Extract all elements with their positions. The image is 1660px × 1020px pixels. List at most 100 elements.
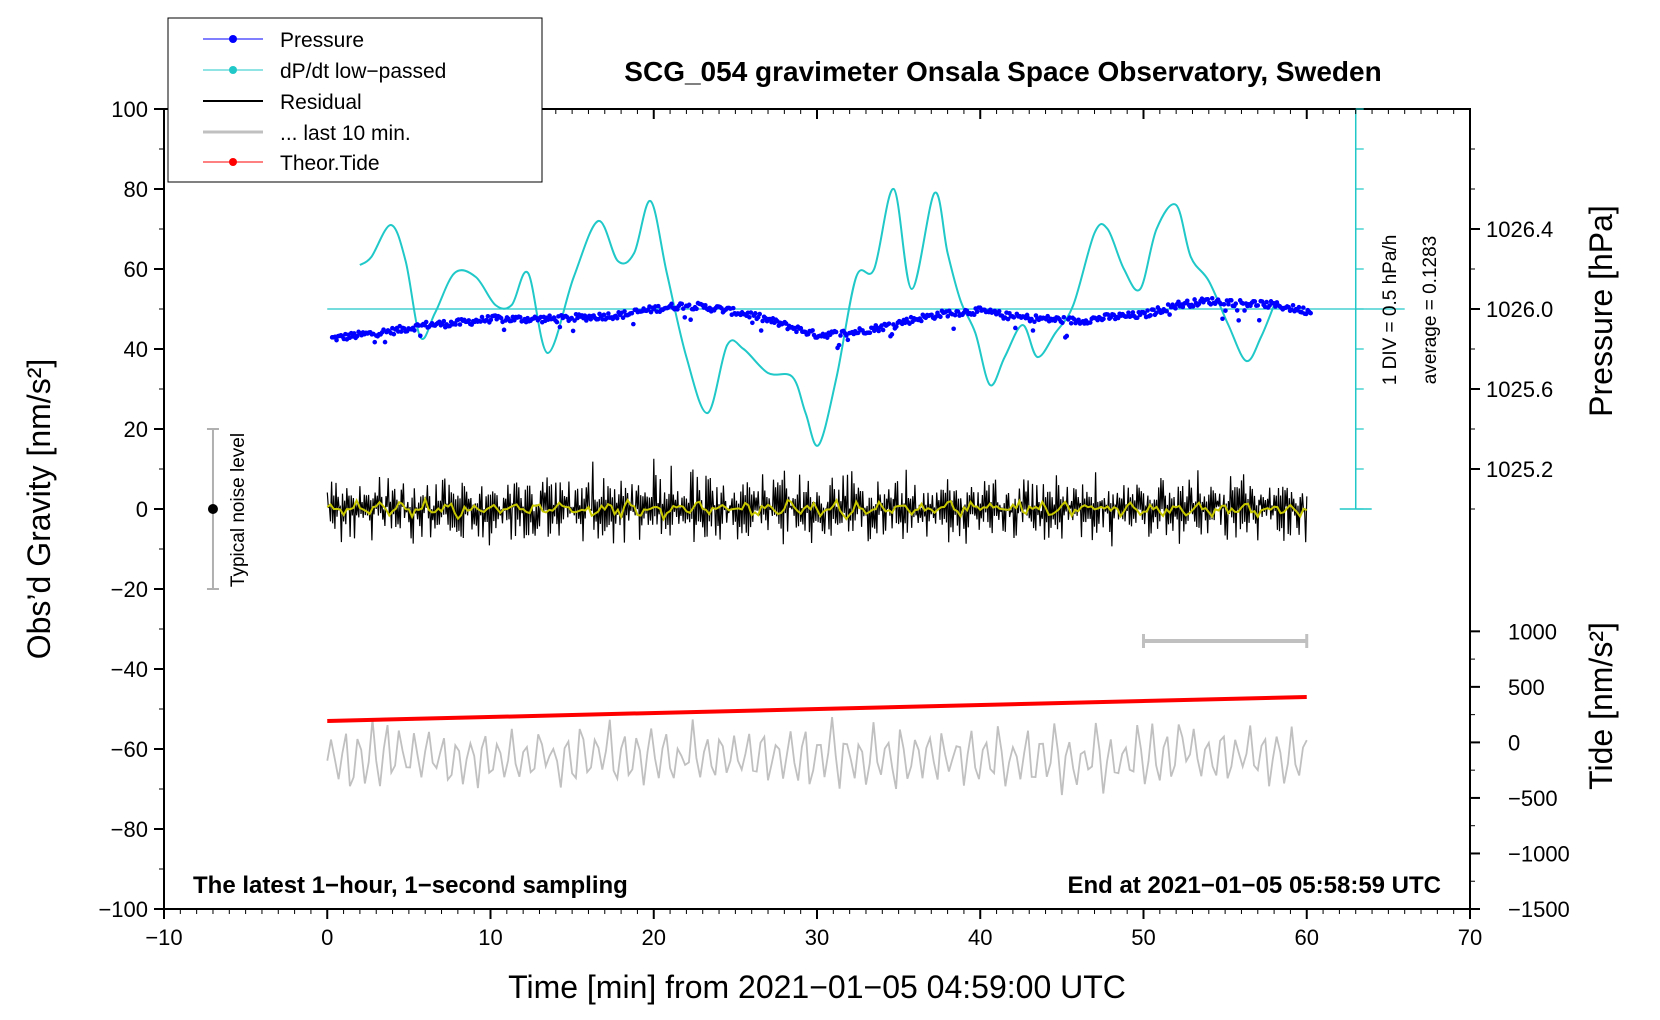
pressure-point xyxy=(1024,312,1030,318)
legend-item-dpdt: dP/dt low−passed xyxy=(203,60,446,83)
pressure-point xyxy=(498,315,504,321)
x-tick-label: 0 xyxy=(321,925,333,950)
pressure-point xyxy=(1173,306,1178,311)
pressure-point xyxy=(886,321,892,326)
pressure-point xyxy=(1236,318,1241,323)
pressure-point xyxy=(453,322,458,327)
pressure-point xyxy=(876,328,882,334)
pressure-point xyxy=(354,333,360,339)
pressure-point xyxy=(836,342,842,348)
pressure-point xyxy=(680,306,686,311)
pressure-point xyxy=(1029,316,1034,322)
y-left-tick-label: 0 xyxy=(136,497,148,522)
pressure-point xyxy=(1229,298,1234,303)
pressure-point xyxy=(441,318,447,324)
pressure-point xyxy=(855,330,861,336)
pressure-point xyxy=(606,311,611,316)
y-left-tick-label: −100 xyxy=(98,897,148,922)
tide-axis-title: Tide [nm/s²] xyxy=(1583,622,1619,790)
residual-line xyxy=(326,458,1308,547)
noise-level-bar xyxy=(206,428,219,590)
pressure-point xyxy=(730,305,736,311)
pressure-point xyxy=(694,306,699,312)
y-left-tick-label: 20 xyxy=(124,417,148,442)
pressure-point xyxy=(1101,316,1106,322)
pressure-axis-title: Pressure [hPa] xyxy=(1583,205,1619,417)
y-axis-left-title: Obs’d Gravity [nm/s²] xyxy=(21,359,57,660)
ten-minute-bar xyxy=(1142,634,1309,648)
pressure-point xyxy=(412,328,417,333)
residual-series xyxy=(326,458,1308,547)
y-left-tick-label: −20 xyxy=(111,577,148,602)
pressure-point xyxy=(457,322,463,327)
x-tick-label: 70 xyxy=(1458,925,1482,950)
pressure-point xyxy=(1011,315,1017,320)
pressure-tick-label: 1025.2 xyxy=(1486,457,1553,482)
x-tick-label: 30 xyxy=(805,925,829,950)
pressure-point xyxy=(675,307,680,312)
pressure-point xyxy=(872,328,877,334)
pressure-point xyxy=(1234,308,1240,313)
pressure-point xyxy=(1164,308,1169,314)
pressure-point xyxy=(1045,313,1050,319)
pressure-point xyxy=(488,317,494,323)
pressure-point xyxy=(1221,302,1227,307)
tide-tick-label: 1000 xyxy=(1508,619,1557,644)
pressure-point xyxy=(1013,325,1018,331)
y-left-tick-label: −40 xyxy=(111,657,148,682)
legend-item-tide: Theor.Tide xyxy=(203,152,380,175)
pressure-point xyxy=(1148,313,1153,318)
annotation-sampling: The latest 1−hour, 1−second sampling xyxy=(193,872,628,899)
y-left-tick-label: 80 xyxy=(124,177,148,202)
pressure-point xyxy=(656,303,661,309)
pressure-tick-label: 1026.4 xyxy=(1486,217,1553,242)
pressure-point xyxy=(955,309,961,314)
tide-line xyxy=(327,695,1307,723)
pressure-point xyxy=(824,335,830,340)
pressure-point xyxy=(1192,297,1197,302)
chart-title: SCG_054 gravimeter Onsala Space Observat… xyxy=(624,56,1381,87)
pressure-point xyxy=(1296,304,1302,310)
pressure-point xyxy=(919,318,924,324)
pressure-point xyxy=(1167,312,1172,317)
y-left-tick-label: 100 xyxy=(111,97,148,122)
dpdt-series xyxy=(359,187,1276,447)
pressure-point xyxy=(758,328,764,333)
pressure-point xyxy=(679,301,685,307)
pressure-point xyxy=(1308,310,1313,316)
y-axis-left-ticks: 100 80 60 40 20 0 −20 −40 −60 −80 −100 xyxy=(98,97,164,922)
pressure-point xyxy=(1223,308,1228,313)
legend-label-dpdt: dP/dt low−passed xyxy=(280,60,446,83)
pressure-point xyxy=(1105,312,1111,317)
pressure-point xyxy=(1030,328,1036,333)
legend: Pressure dP/dt low−passed Residual ... l… xyxy=(167,17,543,183)
pressure-tick-label: 1026.0 xyxy=(1486,297,1553,322)
pressure-point xyxy=(757,311,762,317)
legend-label-pressure: Pressure xyxy=(280,29,364,52)
pressure-point xyxy=(1190,304,1196,309)
noise-bar-center xyxy=(207,504,218,514)
pressure-point xyxy=(1060,320,1065,326)
pressure-point xyxy=(485,313,491,319)
pressure-point xyxy=(1220,316,1225,322)
legend-marker-dpdt xyxy=(229,66,237,74)
annotation-average: average = 0.1283 xyxy=(1420,236,1441,384)
pressure-point xyxy=(1226,301,1231,307)
pressure-axis-ticks: 1026.4 1026.0 1025.6 1025.2 xyxy=(1470,148,1553,510)
pressure-point xyxy=(1301,305,1306,310)
pressure-point xyxy=(1264,299,1269,305)
pressure-point xyxy=(971,312,977,318)
pressure-point xyxy=(1184,298,1190,304)
pressure-point xyxy=(1256,317,1262,323)
pressure-point xyxy=(669,301,674,307)
pressure-point xyxy=(382,339,388,345)
pressure-point xyxy=(894,324,899,329)
dpdt-curve xyxy=(359,187,1276,447)
tide-tick-label: −1000 xyxy=(1508,841,1570,866)
legend-marker-tide xyxy=(229,158,237,166)
y-left-tick-label: 40 xyxy=(124,337,148,362)
last-10-min-series xyxy=(326,717,1308,796)
pressure-point xyxy=(1165,302,1171,307)
residual-smoothed-line xyxy=(326,495,1308,522)
pressure-point xyxy=(479,314,485,320)
